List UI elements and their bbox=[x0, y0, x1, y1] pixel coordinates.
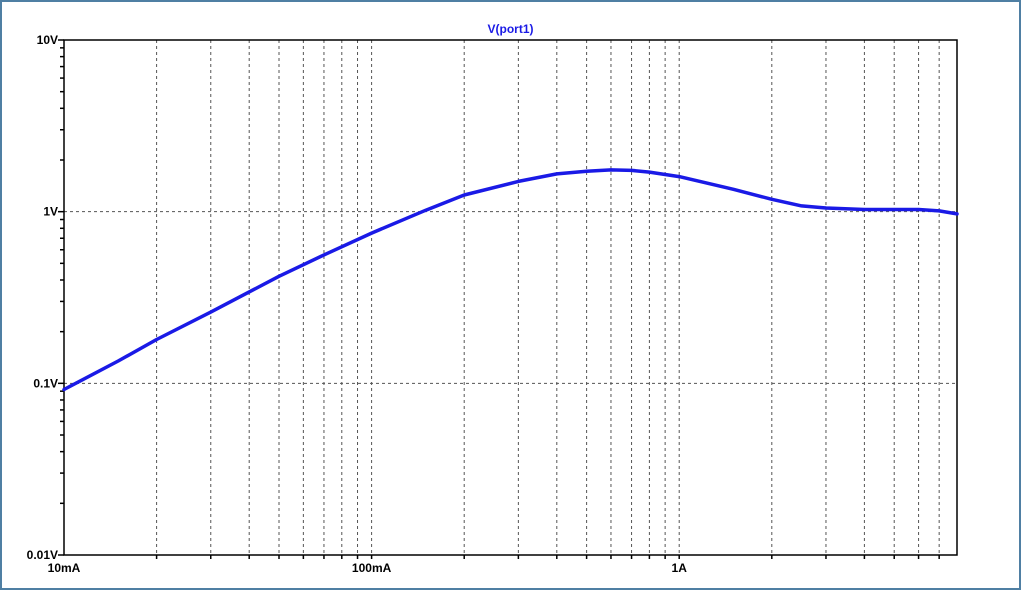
x-tick-label: 100mA bbox=[352, 561, 392, 575]
x-tick-label: 1A bbox=[672, 561, 688, 575]
y-tick-label: 0.01V bbox=[27, 548, 58, 562]
x-tick-label: 10mA bbox=[48, 561, 81, 575]
tick-layer bbox=[58, 39, 940, 559]
chart-title: V(port1) bbox=[488, 22, 534, 36]
series-line bbox=[62, 168, 959, 392]
y-tick-label: 10V bbox=[37, 33, 58, 47]
grid-layer bbox=[64, 40, 957, 555]
y-tick-label: 1V bbox=[43, 205, 58, 219]
plot-frame bbox=[63, 39, 958, 556]
label-layer: 10mA 100mA 1A 10V 1V 0.1V 0.01V bbox=[27, 33, 688, 575]
y-tick-label: 0.1V bbox=[33, 376, 58, 390]
series-layer bbox=[62, 168, 959, 392]
